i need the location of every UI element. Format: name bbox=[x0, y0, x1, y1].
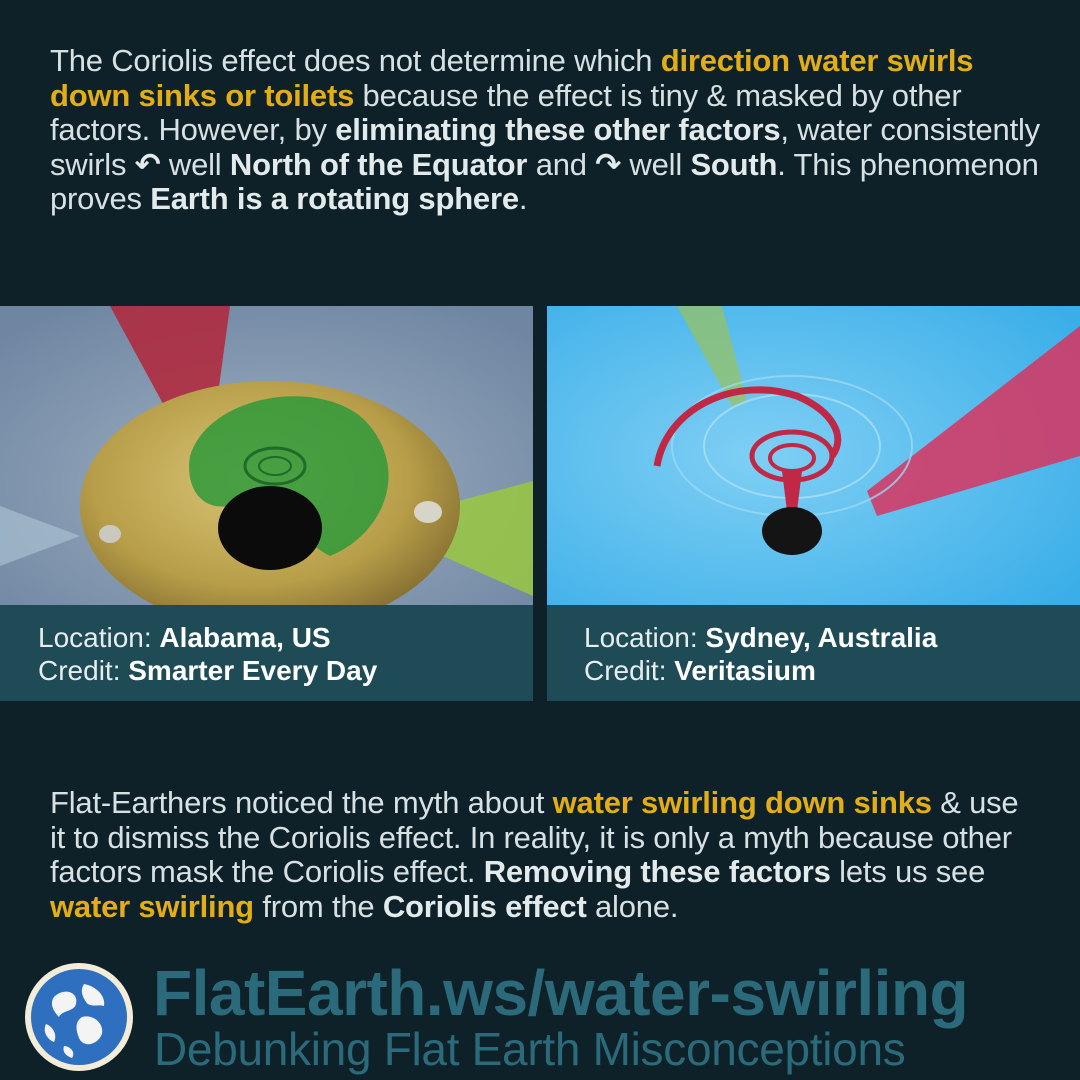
globe-logo-icon bbox=[25, 963, 133, 1071]
credit-value: Smarter Every Day bbox=[128, 655, 378, 686]
intro-text: well bbox=[621, 146, 691, 182]
outro-bold: Removing these factors bbox=[483, 854, 831, 889]
intro-text: well bbox=[160, 146, 230, 182]
photo-panel-alabama: Location: Alabama, US Credit: Smarter Ev… bbox=[0, 306, 533, 701]
location-label: Location: bbox=[584, 622, 706, 653]
sink-drain-photo-north bbox=[0, 306, 533, 605]
intro-bold: eliminating these other factors bbox=[335, 112, 781, 147]
outro-text: alone. bbox=[586, 888, 679, 924]
intro-text: and bbox=[527, 146, 596, 182]
outro-text: lets us see bbox=[830, 854, 986, 889]
intro-text: because the effect is tiny & masked by o… bbox=[50, 77, 962, 147]
sink-drain-photo-south bbox=[547, 306, 1080, 605]
intro-bold: South bbox=[690, 146, 778, 182]
outro-text: from the bbox=[253, 888, 383, 924]
outro-highlight: water swirling down sinks bbox=[552, 785, 932, 820]
outro-text: & use it to dismiss the Coriolis effect.… bbox=[50, 785, 1019, 889]
site-url: FlatEarth.ws/water-swirling bbox=[153, 957, 969, 1029]
location-value: Sydney, Australia bbox=[705, 622, 938, 653]
location-label: Location: bbox=[38, 622, 160, 653]
caption-sydney: Location: Sydney, Australia Credit: Veri… bbox=[584, 621, 937, 687]
intro-bold: Earth is a rotating sphere bbox=[150, 181, 519, 216]
intro-text: , water consistently swirls bbox=[50, 112, 1040, 182]
location-line: Location: Sydney, Australia bbox=[584, 621, 937, 654]
outro-bold: Coriolis effect bbox=[382, 888, 587, 924]
outro-text: Flat-Earthers noticed the myth about bbox=[50, 785, 553, 820]
caption-alabama: Location: Alabama, US Credit: Smarter Ev… bbox=[38, 621, 377, 687]
outro-highlight: water swirling bbox=[50, 888, 254, 924]
counterclockwise-arrow-icon: ↶ bbox=[134, 146, 161, 182]
outro-paragraph: Flat-Earthers noticed the myth about wat… bbox=[50, 785, 1040, 924]
credit-line: Credit: Veritasium bbox=[584, 654, 937, 687]
photo-panel-sydney: Location: Sydney, Australia Credit: Veri… bbox=[547, 306, 1080, 701]
credit-label: Credit: bbox=[584, 655, 675, 686]
intro-paragraph: The Coriolis effect does not determine w… bbox=[50, 43, 1040, 217]
credit-line: Credit: Smarter Every Day bbox=[38, 654, 377, 687]
credit-label: Credit: bbox=[38, 655, 129, 686]
intro-text: . bbox=[518, 181, 528, 216]
credit-value: Veritasium bbox=[674, 655, 816, 686]
site-tagline: Debunking Flat Earth Misconceptions bbox=[154, 1023, 906, 1075]
intro-text: . This phenomenon proves bbox=[50, 146, 1039, 216]
intro-text: The Coriolis effect does not determine w… bbox=[50, 43, 661, 78]
intro-bold: North of the Equator bbox=[229, 146, 528, 182]
location-line: Location: Alabama, US bbox=[38, 621, 377, 654]
location-value: Alabama, US bbox=[159, 622, 331, 653]
intro-highlight: direction water swirls down sinks or toi… bbox=[50, 43, 974, 113]
clockwise-arrow-icon: ↷ bbox=[595, 146, 622, 182]
